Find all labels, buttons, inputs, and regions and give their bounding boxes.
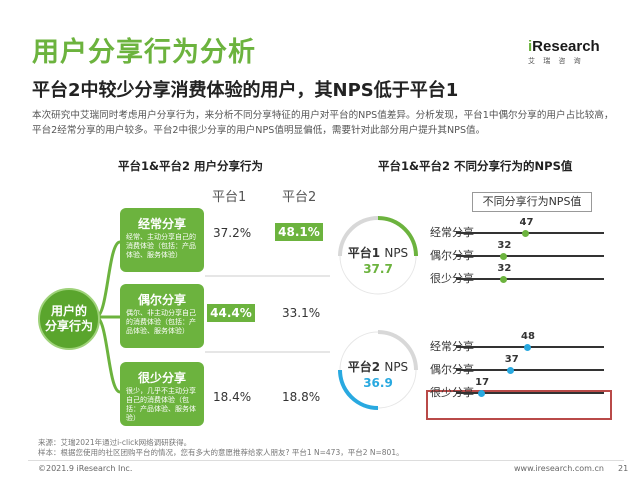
logo-subtitle: 艾 瑞 咨 询 xyxy=(528,57,584,65)
description: 本次研究中艾瑞同时考虑用户分享行为，来分析不同分享特征的用户对平台的NPS值差异… xyxy=(32,110,614,136)
value-occasional-platform2: 33.1% xyxy=(282,306,321,320)
nps-bar-track xyxy=(456,392,604,394)
category-desc: 经常、主动分享自己的消费体验（包括：产品体验、服务体验） xyxy=(126,233,196,259)
category-title: 很少分享 xyxy=(137,371,186,385)
left-chart-title: 平台1&平台2 用户分享行为 xyxy=(118,159,264,173)
hub-label-line1: 用户的 xyxy=(50,304,87,318)
gauge-arc-platform1 xyxy=(377,216,418,257)
nps-bar-marker xyxy=(507,366,515,374)
nps-value-label: 37 xyxy=(504,354,519,365)
logo-word: Research xyxy=(532,38,600,55)
category-box-rare: 很少分享 很少，几乎不主动分享自己的消费体验（包括：产品体验、服务体验） xyxy=(120,362,204,426)
nps-category-label: 偶尔分享 xyxy=(430,363,474,376)
value-frequent-platform2: 48.1% xyxy=(275,223,323,241)
iresearch-logo: iResearch 艾 瑞 咨 询 xyxy=(528,38,614,74)
nps-bar-marker xyxy=(499,275,507,283)
page-number: 21 xyxy=(618,464,629,473)
nps-bar-marker xyxy=(523,343,531,351)
hub-label-line2: 分享行为 xyxy=(44,319,93,333)
category-title: 经常分享 xyxy=(137,217,186,231)
gauge-label-platform1: 平台1 NPS xyxy=(343,244,413,261)
copyright: ©2021.9 iResearch Inc. xyxy=(38,464,133,473)
category-desc: 很少，几乎不主动分享自己的消费体验（包括：产品体验、服务体验） xyxy=(126,387,196,422)
page-subtitle: 平台2中较少分享消费体验的用户，其NPS低于平台1 xyxy=(32,80,459,101)
nps-bar-track xyxy=(456,255,604,257)
hub-node: 用户的 分享行为 xyxy=(38,288,100,350)
right-chart-title: 平台1&平台2 不同分享行为的NPS值 xyxy=(378,159,573,173)
value-rare-platform2: 18.8% xyxy=(282,390,321,404)
nps-value-label: 32 xyxy=(497,240,512,251)
nps-bar-marker xyxy=(477,389,485,397)
gauge-nps-word: NPS xyxy=(384,246,409,260)
nps-value-label: 48 xyxy=(521,331,535,342)
nps-bar-track xyxy=(456,369,604,371)
gauge-label-platform2: 平台2 NPS xyxy=(343,358,413,375)
nps-category-label: 很少分享 xyxy=(430,386,474,399)
logo-i: i xyxy=(528,38,533,55)
highlight-box-rare-platform2 xyxy=(426,390,612,420)
legend-box: 不同分享行为NPS值 xyxy=(472,192,592,212)
nps-category-label: 经常分享 xyxy=(430,340,474,353)
website: www.iresearch.com.cn xyxy=(514,464,604,473)
value-frequent-platform1: 37.2% xyxy=(213,226,252,240)
source-note: 来源：艾瑞2021年通过i-click网络调研获得。 xyxy=(38,438,192,447)
category-title: 偶尔分享 xyxy=(137,293,186,307)
category-box-occasional: 偶尔分享 偶尔、非主动分享自己的消费体验（包括：产品体验、服务体验） xyxy=(120,284,204,348)
nps-category-label: 偶尔分享 xyxy=(430,249,474,262)
nps-category-label: 经常分享 xyxy=(430,226,474,239)
gauge-value-platform1: 37.7 xyxy=(363,262,393,276)
page-title: 用户分享行为分析 xyxy=(32,37,256,68)
nps-category-label: 很少分享 xyxy=(430,272,474,285)
sample-note: 样本：根据您使用的社区团购平台的情况，您有多大的意愿推荐给家人朋友? 平台1 N… xyxy=(38,448,404,457)
gauge-platform-name: 平台1 xyxy=(347,246,381,260)
nps-value-label: 47 xyxy=(519,217,534,228)
gauge-platform-name: 平台2 xyxy=(347,360,381,374)
nps-bar-marker xyxy=(499,252,507,260)
footer-divider xyxy=(28,460,624,461)
nps-bar-marker xyxy=(522,229,530,237)
value-occasional-platform1: 44.4% xyxy=(207,304,255,322)
column-header-platform2: 平台2 xyxy=(282,190,317,205)
gauge-nps-word: NPS xyxy=(384,360,409,374)
nps-bar-track xyxy=(456,232,604,234)
nps-value-label: 17 xyxy=(475,377,490,388)
nps-bar-track xyxy=(456,278,604,280)
category-desc: 偶尔、非主动分享自己的消费体验（包括：产品体验、服务体验） xyxy=(126,309,196,335)
gauge-arc-platform2 xyxy=(338,369,379,410)
gauge-value-platform2: 36.9 xyxy=(363,376,393,390)
column-header-platform1: 平台1 xyxy=(212,190,247,205)
category-box-frequent: 经常分享 经常、主动分享自己的消费体验（包括：产品体验、服务体验） xyxy=(120,208,204,272)
nps-value-label: 32 xyxy=(497,263,512,274)
value-rare-platform1: 18.4% xyxy=(213,390,252,404)
